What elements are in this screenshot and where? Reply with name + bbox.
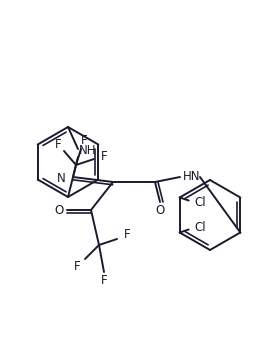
Text: N: N [57,173,65,185]
Text: HN: HN [183,171,201,184]
Text: F: F [101,274,107,286]
Text: F: F [74,261,80,274]
Text: O: O [155,203,165,216]
Text: O: O [54,203,64,216]
Text: F: F [55,139,61,152]
Text: Cl: Cl [194,196,206,209]
Text: F: F [101,151,107,164]
Text: F: F [81,135,87,147]
Text: Cl: Cl [194,221,206,234]
Text: NH: NH [79,144,97,157]
Text: F: F [124,228,130,241]
